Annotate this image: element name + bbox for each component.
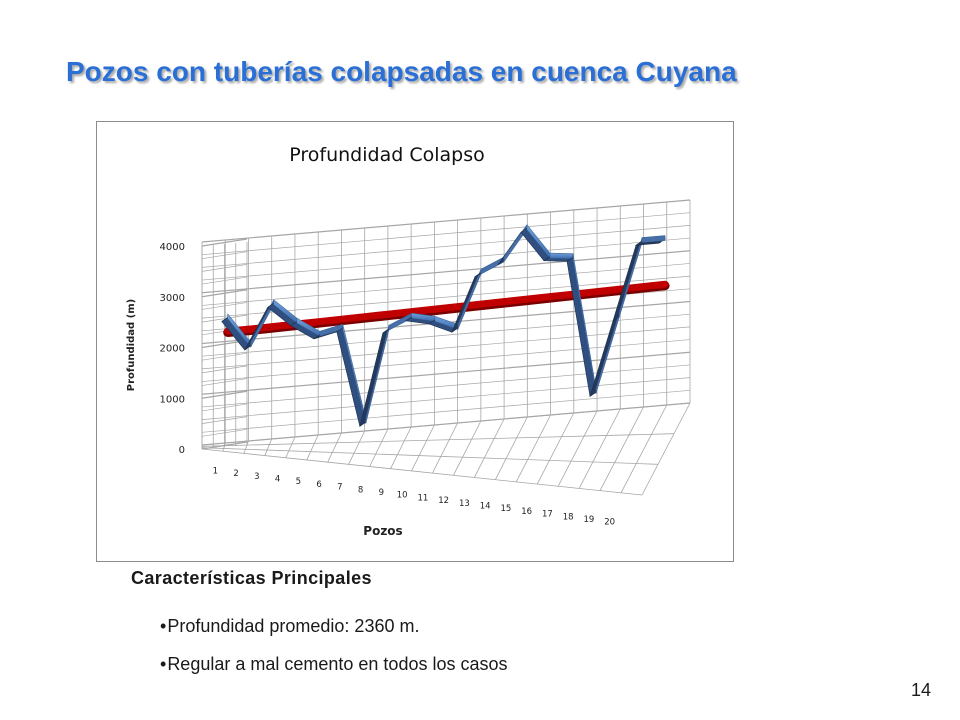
series-depth-band bbox=[549, 252, 574, 259]
back-wall-hline bbox=[201, 237, 691, 281]
floor-depth-line bbox=[599, 406, 644, 491]
series-depth-band bbox=[595, 313, 620, 394]
floor-depth-line bbox=[243, 440, 249, 454]
floor-depth-line bbox=[369, 428, 389, 467]
back-wall-hline bbox=[201, 250, 691, 294]
x-tick-label: 2 bbox=[233, 469, 238, 479]
back-wall-hline bbox=[201, 364, 691, 408]
x-tick-label: 1 bbox=[213, 466, 218, 476]
x-tick-label: 13 bbox=[459, 499, 470, 509]
feature-item-average-depth: Profundidad promedio: 2360 m. bbox=[160, 616, 508, 637]
x-tick-label: 19 bbox=[583, 515, 594, 525]
back-wall-hline bbox=[201, 339, 691, 382]
x-tick-label: 7 bbox=[337, 483, 342, 493]
x-tick-labels: 1 2 3 4 5 6 7 8 9 10 11 12 13 14 15 16 17 18 19 20 bbox=[213, 466, 615, 527]
series-depth-band bbox=[365, 325, 390, 424]
y-tick-label: 1000 bbox=[160, 394, 185, 405]
x-tick-label: 16 bbox=[521, 507, 532, 517]
x-tick-label: 17 bbox=[542, 510, 553, 520]
floor-depth-line bbox=[264, 438, 273, 456]
y-tick-label: 0 bbox=[179, 445, 185, 456]
floor-grid bbox=[201, 402, 691, 496]
back-wall-hline bbox=[201, 326, 691, 370]
chart-frame: 0 1000 2000 3000 4000 1 2 3 4 5 6 7 8 9 10 11 12 13 14 15 1… bbox=[96, 121, 734, 562]
floor-depth-line bbox=[474, 418, 505, 478]
floor-depth-line bbox=[620, 404, 668, 493]
floor-depth-line bbox=[536, 412, 575, 485]
floor-depth-line bbox=[641, 402, 691, 496]
chart-title: Profundidad Colapso bbox=[289, 144, 484, 166]
floor-depth-line bbox=[494, 416, 528, 480]
x-tick-label: 15 bbox=[500, 504, 511, 514]
feature-item-cement: Regular a mal cemento en todos los casos bbox=[160, 654, 507, 675]
x-tick-label: 9 bbox=[379, 488, 384, 498]
floor-depth-line bbox=[327, 432, 342, 463]
floor-width-line bbox=[201, 433, 675, 447]
back-wall-hline bbox=[201, 377, 691, 420]
x-tick-label: 6 bbox=[316, 480, 321, 490]
back-wall-hline bbox=[201, 263, 691, 306]
x-tick-label: 18 bbox=[563, 512, 574, 522]
series-depth-band bbox=[480, 256, 505, 275]
floor-depth-line bbox=[390, 426, 412, 469]
floor-width-line bbox=[201, 447, 659, 465]
series-depth-band bbox=[641, 235, 666, 243]
floor-width-line bbox=[201, 402, 691, 446]
x-tick-label: 10 bbox=[397, 491, 408, 501]
series-depth-band bbox=[342, 324, 367, 424]
x-tick-label: 4 bbox=[275, 474, 280, 484]
back-wall-hline bbox=[201, 313, 691, 357]
slide-title: Pozos con tuberías colapsadas en cuenca … bbox=[66, 56, 737, 87]
back-wall-hline bbox=[201, 212, 691, 256]
page-number: 14 bbox=[911, 680, 932, 700]
y-tick-label: 4000 bbox=[160, 242, 185, 253]
floor-depth-line bbox=[306, 434, 319, 461]
floor-depth-line bbox=[285, 436, 296, 458]
floor-depth-line bbox=[578, 408, 621, 489]
x-tick-label: 12 bbox=[438, 496, 449, 506]
x-axis-label: Pozos bbox=[363, 524, 402, 538]
y-tick-label: 3000 bbox=[160, 293, 185, 304]
back-wall-hline bbox=[201, 225, 691, 268]
series-depth-segment bbox=[520, 227, 551, 262]
x-tick-label: 11 bbox=[417, 493, 428, 503]
back-wall-hline bbox=[201, 351, 691, 395]
back-wall-hline bbox=[201, 389, 691, 433]
y-axis-label: Profundidad (m) bbox=[126, 299, 137, 391]
floor-width-line bbox=[201, 448, 643, 496]
x-tick-label: 5 bbox=[296, 477, 301, 487]
x-tick-label: 8 bbox=[358, 485, 363, 495]
floor-depth-line bbox=[348, 430, 366, 465]
x-tick-label: 20 bbox=[604, 518, 615, 528]
x-tick-label: 3 bbox=[254, 472, 259, 482]
back-wall-hline bbox=[201, 199, 691, 243]
floor-depth-line bbox=[222, 442, 226, 452]
floor-depth-line bbox=[411, 424, 435, 472]
floor-depth-line bbox=[557, 410, 598, 487]
floor-depth-line bbox=[453, 420, 482, 476]
floor-depth-line bbox=[432, 422, 458, 474]
floor-depth-line bbox=[515, 414, 551, 483]
left-wall-hline bbox=[201, 238, 248, 247]
y-tick-labels: 0 1000 2000 3000 4000 bbox=[160, 242, 185, 456]
features-list: Profundidad promedio: 2360 m. Regular a … bbox=[160, 616, 508, 692]
y-tick-label: 2000 bbox=[160, 344, 185, 355]
series-layer bbox=[221, 223, 670, 428]
x-tick-label: 14 bbox=[480, 501, 491, 511]
features-heading: Características Principales bbox=[131, 568, 372, 588]
